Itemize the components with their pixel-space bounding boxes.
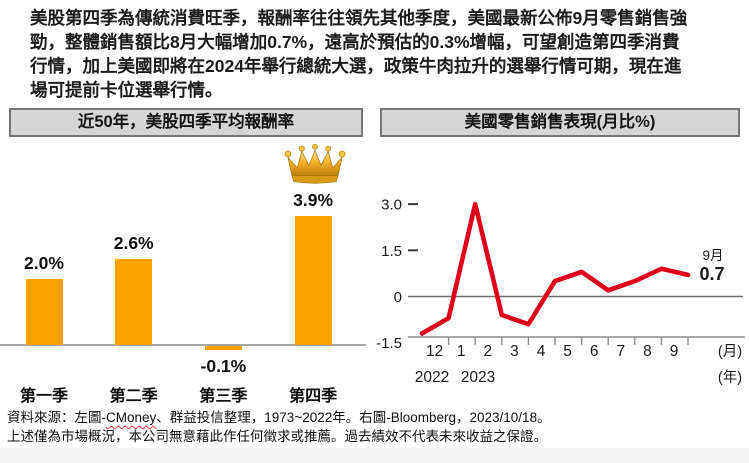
x-tick-label: 9 <box>670 343 679 360</box>
bar-q4 <box>294 216 332 345</box>
footer-source-line: 資料來源：左圖-CMoney、群益投信整理，1973~2022年。右圖-Bloo… <box>7 408 551 427</box>
x-tick-label: 7 <box>616 343 625 360</box>
bar-q3 <box>204 346 242 350</box>
bar-q1 <box>25 279 63 345</box>
footer-source-cmoney: CMoney <box>106 410 157 425</box>
x-tick-label: 4 <box>537 343 546 360</box>
x-tick-label: 8 <box>643 343 652 360</box>
year-label: 2022 <box>415 369 449 386</box>
annotation-month: 9月 <box>702 248 723 263</box>
bar-category-label: 第二季 <box>109 388 158 405</box>
bar-value-label: 3.9% <box>293 190 334 211</box>
footer-disclaimer-line: 上述僅為市場概況，本公司無意藉此作任何徵求或推薦。過去績效不代表未來收益之保證。 <box>7 429 547 444</box>
footer-source-pre: 資料來源：左圖- <box>7 410 106 425</box>
bar-chart-baseline <box>0 344 366 346</box>
y-tick-label: 0 <box>394 289 402 306</box>
right-chart-title: 美國零售銷售表現(月比%) <box>380 108 740 137</box>
x-tick-label: 2 <box>483 343 492 360</box>
intro-paragraph: 美股第四季為傳統消費旺季，報酬率往往領先其他季度，美國最新公佈9月零售銷售強 勁… <box>30 8 688 100</box>
bar-q2 <box>115 259 153 345</box>
x-tick-label: 3 <box>510 343 519 360</box>
bar-value-label: 2.0% <box>24 253 64 273</box>
footer-source-post: 、群益投信整理，1973~2022年。右圖-Bloomberg，2023/10/… <box>156 410 551 425</box>
y-tick-label: 3.0 <box>381 197 402 214</box>
retail-sales-line <box>419 201 691 336</box>
left-chart-title: 近50年，美股四季平均報酬率 <box>9 108 363 137</box>
x-tick-label: 1 <box>457 343 466 360</box>
month-unit-label: (月) <box>718 344 742 360</box>
bar-value-label: -0.1% <box>200 355 247 376</box>
annotation-value: 0.7 <box>699 264 724 284</box>
bar-category-label: 第四季 <box>289 388 338 405</box>
x-tick-label: 12 <box>426 343 443 360</box>
bar-value-label: 2.6% <box>113 233 154 254</box>
year-unit-label: (年) <box>718 369 742 386</box>
bar-category-label: 第三季 <box>199 388 248 405</box>
footer: 資料來源：左圖-CMoney、群益投信整理，1973~2022年。右圖-Bloo… <box>7 408 551 446</box>
y-tick-label: 1.5 <box>381 243 402 260</box>
bar-category-label: 第一季 <box>19 388 68 405</box>
year-label: 2023 <box>461 369 495 386</box>
y-tick-label: -1.5 <box>376 335 402 352</box>
bottom-strip <box>0 448 749 463</box>
crown-icon <box>282 142 348 187</box>
quarterly-return-bar-chart: 2.0% 第一季 2.6% 第二季 -0.1% 第三季 3.9% 第四季 <box>0 137 366 415</box>
x-tick-label: 6 <box>590 343 599 360</box>
x-tick-label: 5 <box>563 343 572 360</box>
